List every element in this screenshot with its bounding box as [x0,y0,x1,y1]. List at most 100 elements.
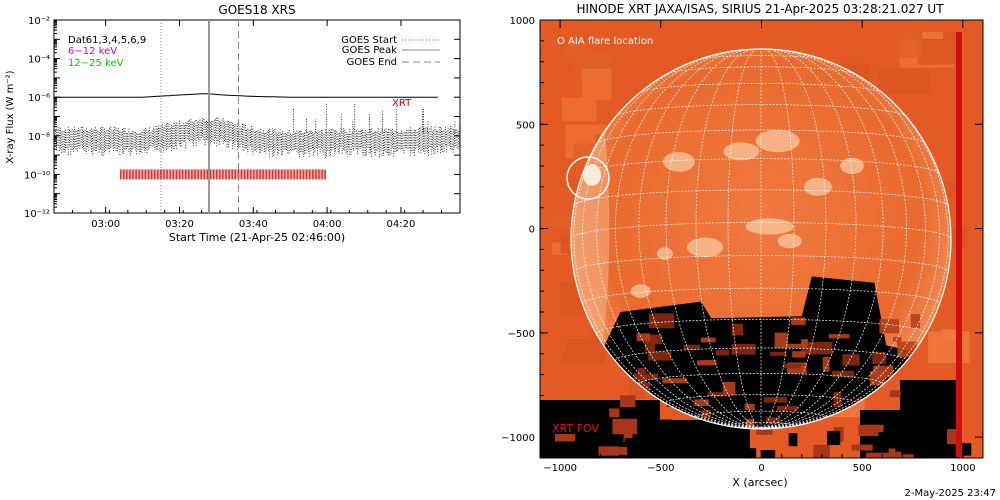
x-tick-label: −1000 [543,463,577,474]
background-block [566,339,609,352]
mottled-block [842,354,860,366]
mottled-block [833,391,842,407]
active-region [630,284,651,298]
longitude-line [665,49,762,429]
xrt-axes: −1000 −500 0 500 1000 1000 500 0 −500 −1000 [501,16,984,474]
background-dark-pixel [661,419,672,426]
goes-axes: 10⁻¹² 10⁻¹⁰ 10⁻⁸ 10⁻⁶ 10⁻⁴ 10⁻² 03:00 03:20 03:4… [24,16,461,230]
active-region [662,151,695,172]
solar-limb [570,48,952,430]
longitude-line [760,238,951,429]
background-dark-pixel [919,415,946,430]
mottled-block [648,351,672,361]
longitude-line [760,49,795,429]
y-tick-label: 10⁻⁴ [28,55,50,66]
mottled-block [879,319,900,334]
legend-goes-end: GOES End [347,57,397,68]
active-region [687,237,724,258]
longitude-line [760,51,926,429]
x-tick-label: 03:20 [165,219,194,230]
longitude-line [760,49,827,429]
longitude-line [582,54,762,429]
x-tick-label: 04:20 [387,219,416,230]
y-tick-label: 10⁻⁸ [28,132,50,143]
x-tick-label: 1000 [950,463,975,474]
latitude-line [582,287,940,304]
goes-legend-right: GOES Start GOES Peak GOES End [341,35,440,68]
xrt-label: XRT [392,98,412,109]
mottled-block [822,356,830,372]
mottled-block [910,314,921,329]
saturated-dark-region [600,276,943,427]
xrt-image-title: HINODE XRT JAXA/ISAS, SIRIUS 21-Apr-2025… [576,2,944,16]
active-region [723,142,760,161]
longitude-line [573,68,762,429]
aia-flare-label: O AIA flare location [557,36,653,47]
background-dark-pixel [827,430,841,446]
longitude-line [571,238,762,429]
background-dark-pixel [878,432,897,440]
series-long-channel [54,93,438,98]
longitude-line [727,49,762,429]
xrt-image-panel: HINODE XRT JAXA/ISAS, SIRIUS 21-Apr-2025… [501,2,984,489]
y-tick-label: 10⁻² [28,16,50,27]
background-dark-pixel [866,452,892,458]
y-tick-label: 1000 [510,16,535,27]
background-dark-pixel [573,410,595,419]
latitude-line [616,104,906,117]
y-tick-label: 10⁻⁶ [28,93,50,104]
background-dark-pixel [760,450,776,458]
goes-chart-title: GOES18 XRS [218,3,295,17]
x-tick-label: 04:00 [313,219,342,230]
background-dark-pixel [788,433,798,447]
y-tick-label: −1000 [501,433,535,444]
mottled-block [892,337,902,343]
background-dark-pixel [851,444,873,451]
active-region [745,218,794,235]
mottled-block [831,370,855,377]
latitude-line [639,83,883,94]
xrt-top-strip [540,20,960,32]
legend-6-12kev: 6−12 keV [68,46,117,57]
longitude-line [760,50,907,429]
mottled-block [801,339,809,346]
mottled-block [783,343,807,349]
background-dark-pixel [946,429,958,445]
mottled-block [872,352,886,364]
background-dark-pixel [581,424,591,441]
longitude-line [760,49,857,429]
background-block [897,32,922,58]
background-block [576,51,612,67]
active-region [803,177,832,196]
background-block [878,68,930,94]
latitude-line [571,222,951,240]
background-block [561,97,597,122]
x-tick-label: 03:40 [239,219,268,230]
background-dark-pixel [598,446,620,456]
background-block [581,68,612,100]
background-dark-pixel [612,418,638,435]
mottled-block [707,392,725,397]
heliographic-grid [571,49,951,429]
mottled-block [744,403,755,411]
mottled-block [662,378,688,384]
xrt-xlabel: X (arcsec) [732,476,787,489]
xrt-fov-edge [956,32,962,457]
latitude-line [573,189,949,206]
active-region [840,157,865,175]
active-region [755,129,800,153]
longitude-line [695,49,762,429]
goes-xlabel: Start Time (21-Apr-25 02:46:00) [169,231,345,244]
background-dark-pixel [623,430,633,444]
mottled-block [731,323,744,336]
y-tick-label: 500 [516,120,535,131]
mottled-block [716,349,729,356]
mottled-block [646,334,662,344]
background-dark-pixel [930,429,943,444]
mottled-block [765,417,781,424]
mottled-block [636,333,650,342]
y-tick-label: −500 [508,329,535,340]
aia-flare-circle [566,156,610,200]
mottled-block [694,399,709,407]
